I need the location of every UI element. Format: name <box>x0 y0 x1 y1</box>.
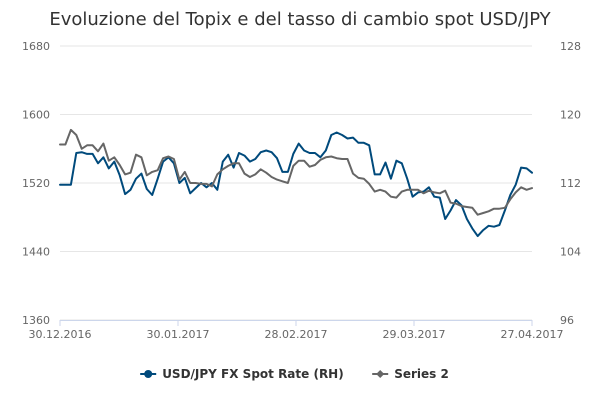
y-right-tick-label: 104 <box>560 246 581 259</box>
y-axis-left: 1360 1440 1520 1600 1680 <box>22 40 50 327</box>
y-left-tick-label: 1520 <box>22 177 50 190</box>
x-tick-label: 29.03.2017 <box>383 328 446 341</box>
series-group <box>59 128 533 238</box>
legend[interactable]: USD/JPY FX Spot Rate (RH) Series 2 <box>140 367 449 381</box>
y-left-tick-label: 1440 <box>22 246 50 259</box>
series-line-2 <box>59 128 533 216</box>
x-tick-label: 30.12.2016 <box>29 328 92 341</box>
y-left-tick-label: 1680 <box>22 40 50 53</box>
legend-label: USD/JPY FX Spot Rate (RH) <box>162 367 344 381</box>
x-tick-label: 28.02.2017 <box>265 328 328 341</box>
y-axis-right: 96 104 112 120 128 <box>560 40 581 327</box>
x-tick-label: 30.01.2017 <box>147 328 210 341</box>
y-left-tick-label: 1360 <box>22 314 50 327</box>
legend-item-2[interactable]: Series 2 <box>372 367 449 381</box>
x-axis: 30.12.2016 30.01.2017 28.02.2017 29.03.2017… <box>29 320 564 341</box>
x-tick-label: 27.04.2017 <box>501 328 564 341</box>
legend-marker-diamond <box>376 370 385 378</box>
y-right-tick-label: 128 <box>560 40 581 53</box>
y-right-tick-label: 120 <box>560 109 581 122</box>
y-left-tick-label: 1600 <box>22 109 50 122</box>
chart-title: Evoluzione del Topix e del tasso di camb… <box>49 9 551 30</box>
legend-marker-circle <box>144 370 153 378</box>
y-right-tick-label: 112 <box>560 177 581 190</box>
legend-label: Series 2 <box>394 367 449 381</box>
grid-lines <box>60 45 532 321</box>
series-line-1 <box>59 131 533 238</box>
y-right-tick-label: 96 <box>560 314 574 327</box>
legend-item-1[interactable]: USD/JPY FX Spot Rate (RH) <box>140 367 344 381</box>
